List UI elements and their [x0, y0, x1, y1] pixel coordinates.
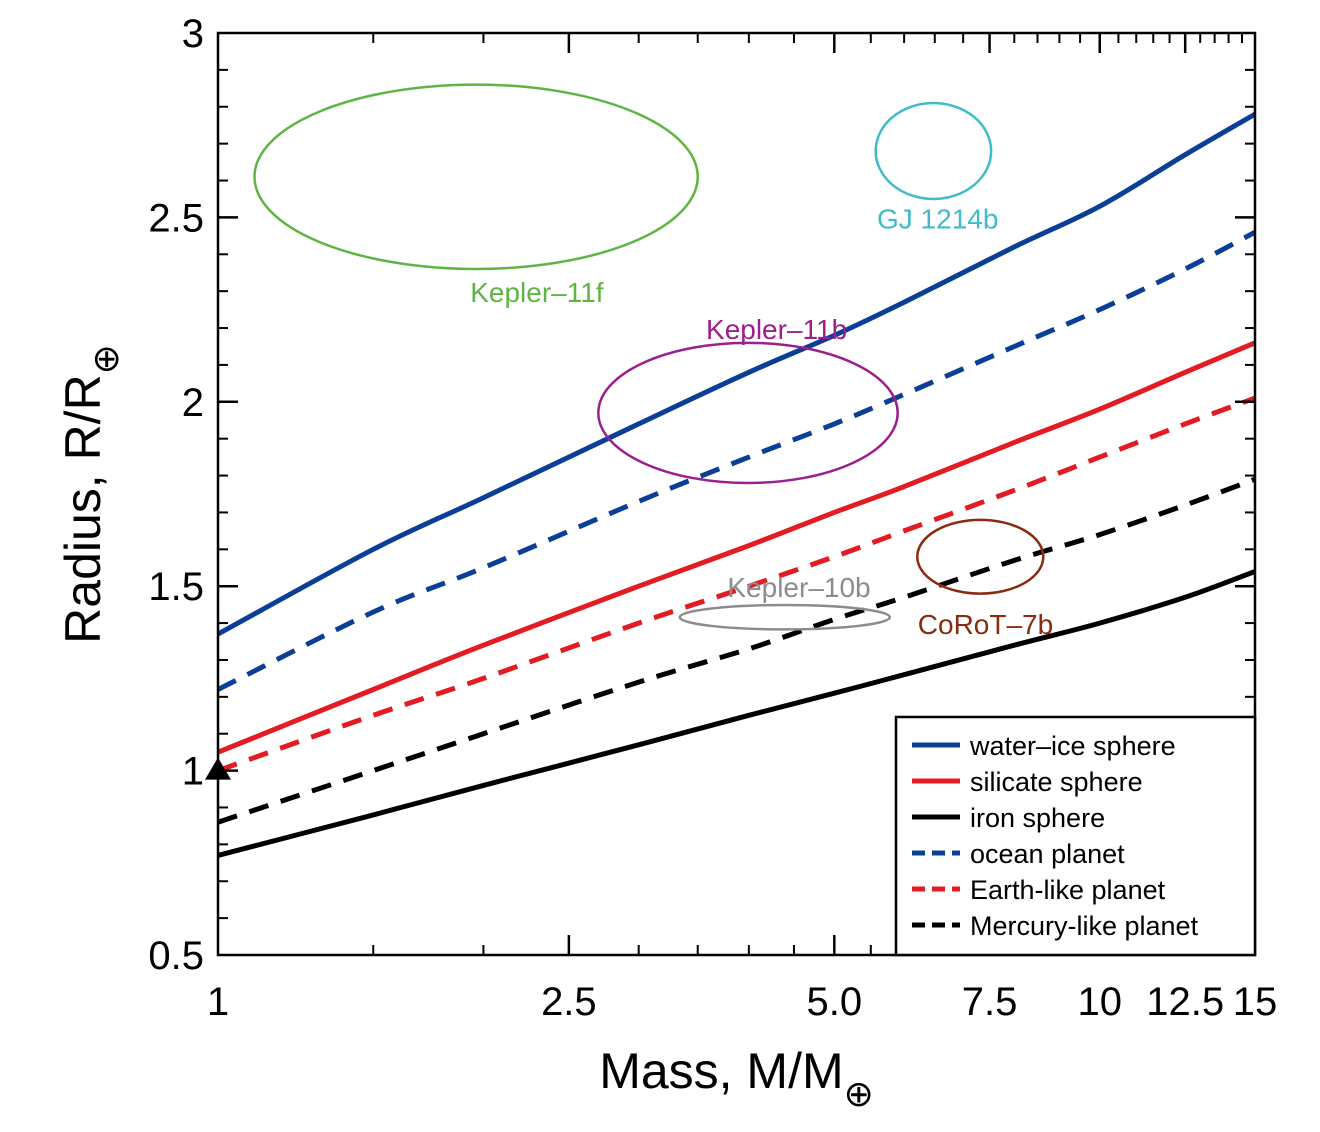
- legend-label-water-ice-sphere: water–ice sphere: [969, 731, 1176, 761]
- legend-label-iron-sphere: iron sphere: [970, 803, 1105, 833]
- x-tick-label: 5.0: [807, 980, 863, 1024]
- series-line-silicate-sphere: [218, 340, 1255, 755]
- series-line-water-ice-sphere: [218, 111, 1255, 637]
- series-line-mercury-like-planet: [218, 476, 1255, 825]
- planet-label-kepler-10b: Kepler–10b: [727, 572, 870, 603]
- y-tick-label: 2.5: [148, 196, 204, 240]
- planet-ellipse-gj-1214b: [874, 101, 993, 201]
- planet-ellipse-kepler-10b: [678, 603, 892, 631]
- x-tick-label: 15: [1233, 980, 1278, 1024]
- y-tick-label: 1: [182, 750, 204, 794]
- series-line-earth-like-planet: [218, 395, 1255, 773]
- plot-frame: [216, 31, 1257, 957]
- planet-ellipse-corot-7b: [916, 518, 1045, 595]
- annotations-layer: Kepler–11f GJ 1214b Kepler–11b Kepler–10b Co…: [253, 83, 1053, 640]
- legend-label-silicate-sphere: silicate sphere: [970, 767, 1143, 797]
- x-tick-label: 7.5: [962, 980, 1018, 1024]
- planet-label-kepler-11f: Kepler–11f: [470, 277, 604, 308]
- series-line-iron-sphere: [218, 569, 1255, 858]
- y-axis-label: Radius, R/R⊕: [55, 344, 126, 644]
- planet-label-gj-1214b: GJ 1214b: [877, 203, 998, 234]
- x-tick-label: 2.5: [541, 980, 597, 1024]
- x-axis-label: Mass, M/M⊕: [599, 1043, 874, 1114]
- series-line-ocean-planet: [218, 229, 1255, 692]
- legend: water–ice sphere silicate sphere iron sphe…: [894, 715, 1257, 957]
- legend-box: [894, 715, 1257, 957]
- y-tick-label: 3: [182, 12, 204, 56]
- legend-label-ocean-planet: ocean planet: [970, 839, 1125, 869]
- x-tick-label: 10: [1077, 980, 1122, 1024]
- tick-labels-layer: 1 2.5 5.0 7.5 10 12.5 150.511.522.53: [148, 12, 1277, 1024]
- y-tick-label: 2: [182, 381, 204, 425]
- y-tick-label: 0.5: [148, 934, 204, 978]
- planet-ellipse-kepler-11f: [253, 83, 699, 271]
- curves-layer: [218, 111, 1255, 858]
- y-tick-label: 1.5: [148, 565, 204, 609]
- planet-label-kepler-11b: Kepler–11b: [706, 314, 847, 345]
- planet-label-corot-7b: CoRoT–7b: [918, 609, 1053, 640]
- legend-label-mercury-like-planet: Mercury-like planet: [970, 911, 1199, 941]
- legend-label-earth-like-planet: Earth-like planet: [970, 875, 1166, 905]
- x-tick-label: 12.5: [1146, 980, 1224, 1024]
- x-tick-label: 1: [207, 980, 229, 1024]
- planet-ellipse-kepler-11b: [597, 341, 899, 485]
